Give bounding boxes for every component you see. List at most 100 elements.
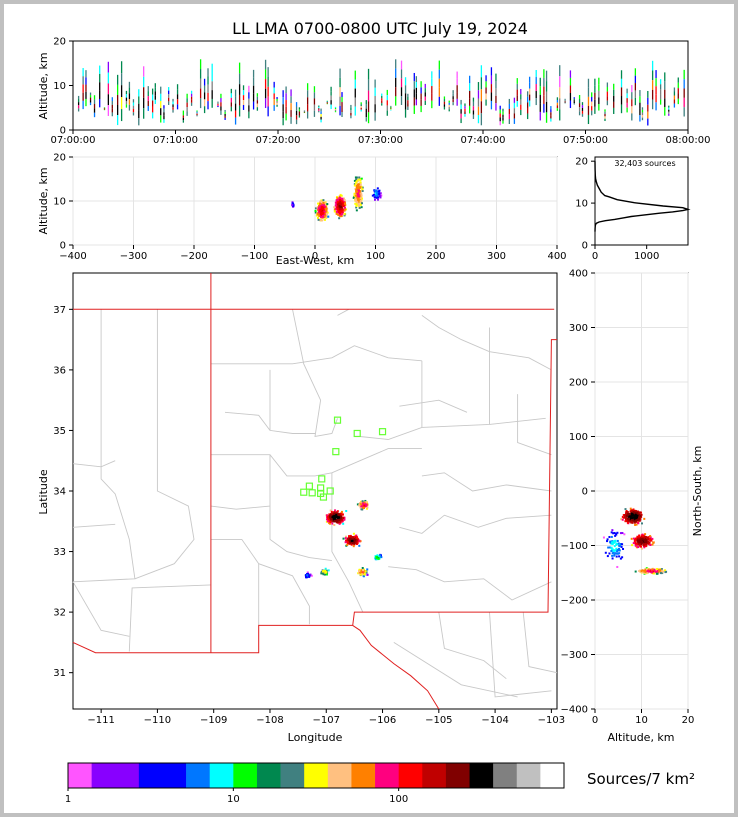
- altitude-ns-ytick-label: −400: [561, 705, 588, 716]
- ew-altitude-source: [359, 179, 362, 182]
- colorbar-frame: [67, 762, 565, 789]
- time-height-source: [559, 65, 561, 77]
- altitude-ns-xtick-label: 0: [592, 715, 598, 726]
- ew-altitude-xtick-label: 200: [426, 251, 445, 262]
- time-height-source: [550, 109, 552, 113]
- time-height-source: [472, 114, 475, 119]
- altitude-ns-source: [635, 523, 638, 526]
- time-height-source: [203, 106, 206, 114]
- plan-view-source: [324, 571, 327, 574]
- time-height-ytick-label: 0: [60, 126, 66, 137]
- time-height-source: [147, 96, 149, 102]
- ew-altitude-source: [343, 212, 346, 215]
- county-boundary: [72, 309, 136, 583]
- time-height-source: [626, 107, 628, 113]
- plan-view-ytick-label: 31: [53, 668, 66, 679]
- time-height-source: [390, 106, 392, 108]
- ew-altitude-source: [320, 214, 323, 217]
- ew-altitude-source: [358, 206, 361, 209]
- altitude-ns-source: [644, 545, 647, 548]
- time-height-source: [354, 97, 356, 107]
- time-height-source: [256, 93, 259, 97]
- time-height-source: [224, 111, 226, 114]
- plan-view-source: [346, 541, 349, 544]
- ew-altitude-source: [319, 200, 322, 203]
- time-height-source: [485, 81, 487, 88]
- state-boundary: [72, 624, 353, 654]
- time-height-source: [99, 73, 101, 83]
- time-height-source: [303, 110, 306, 112]
- time-height-source: [306, 111, 309, 119]
- time-height-source: [407, 93, 409, 98]
- ew-altitude-source: [314, 211, 317, 214]
- time-height-source: [508, 118, 510, 125]
- plan-view-source: [360, 571, 363, 574]
- ew-altitude-source: [372, 193, 375, 196]
- altitude-ns-source: [613, 554, 616, 557]
- time-height-source: [138, 89, 140, 97]
- time-height-source: [330, 100, 332, 105]
- ew-altitude-panel: −400 −300 −200 −100 0 100 200 300 400 0 10 20 East-…: [37, 153, 567, 268]
- time-height-source: [306, 90, 309, 98]
- time-height-source: [186, 93, 188, 99]
- altitude-ns-source: [630, 537, 633, 540]
- time-height-source: [276, 104, 278, 107]
- time-height-source: [490, 92, 493, 101]
- plan-view-source: [349, 541, 352, 544]
- time-height-source: [452, 99, 454, 103]
- altitude-ns-source: [642, 538, 645, 541]
- county-boundary: [393, 642, 518, 698]
- altitude-ns-source: [664, 571, 667, 574]
- time-height-source: [677, 82, 679, 89]
- altitude-ns-source: [606, 555, 609, 558]
- ew-altitude-source: [337, 200, 340, 203]
- plan-view-source: [324, 567, 327, 570]
- time-height-source: [668, 109, 670, 112]
- time-height-source: [103, 107, 106, 109]
- altitude-ns-source: [660, 568, 663, 571]
- colorbar-cell: [186, 763, 211, 788]
- altitude-ns-source: [627, 520, 630, 523]
- station-marker: [319, 493, 328, 501]
- time-height-source: [318, 106, 320, 109]
- plan-view-source: [338, 522, 341, 525]
- time-height-source: [77, 95, 80, 100]
- ew-altitude-source: [353, 183, 356, 186]
- time-height-source: [111, 108, 113, 113]
- time-height-source: [172, 101, 174, 105]
- ew-altitude-source: [375, 194, 378, 197]
- time-height-source: [480, 65, 483, 78]
- time-height-source: [386, 100, 388, 106]
- county-boundary: [438, 612, 507, 680]
- ew-altitude-source: [322, 199, 325, 202]
- time-height-source: [238, 84, 241, 95]
- plan-view-source: [334, 509, 337, 512]
- altitude-ns-source: [610, 535, 613, 538]
- county-boundary: [269, 454, 332, 562]
- time-height-source: [252, 93, 255, 102]
- ew-altitude-source: [360, 177, 363, 180]
- plan-view-source: [358, 539, 361, 542]
- plan-view-source: [340, 514, 343, 517]
- plan-view-xtick-label: −111: [87, 715, 114, 726]
- time-height-source: [120, 85, 123, 98]
- time-height-source: [613, 101, 615, 108]
- ew-altitude-source: [339, 193, 342, 196]
- plan-view-source: [326, 520, 329, 523]
- altitude-ns-source: [658, 569, 661, 572]
- plan-view-source: [364, 499, 367, 502]
- ew-altitude-source: [338, 203, 341, 206]
- ew-altitude-source: [325, 215, 328, 218]
- time-height-source: [151, 94, 154, 101]
- ew-altitude-source: [335, 210, 338, 213]
- time-height-source: [186, 107, 188, 112]
- ew-altitude-source: [341, 204, 344, 207]
- altitude-histogram-line: [594, 161, 691, 232]
- plan-view-source: [356, 536, 359, 539]
- plan-view-sources: [304, 499, 383, 579]
- altitude-ns-source: [610, 531, 613, 534]
- altitude-ns-source: [621, 515, 624, 518]
- ew-altitude-source: [359, 201, 362, 204]
- altitude-ns-source: [652, 570, 655, 573]
- plan-view-source: [353, 539, 356, 542]
